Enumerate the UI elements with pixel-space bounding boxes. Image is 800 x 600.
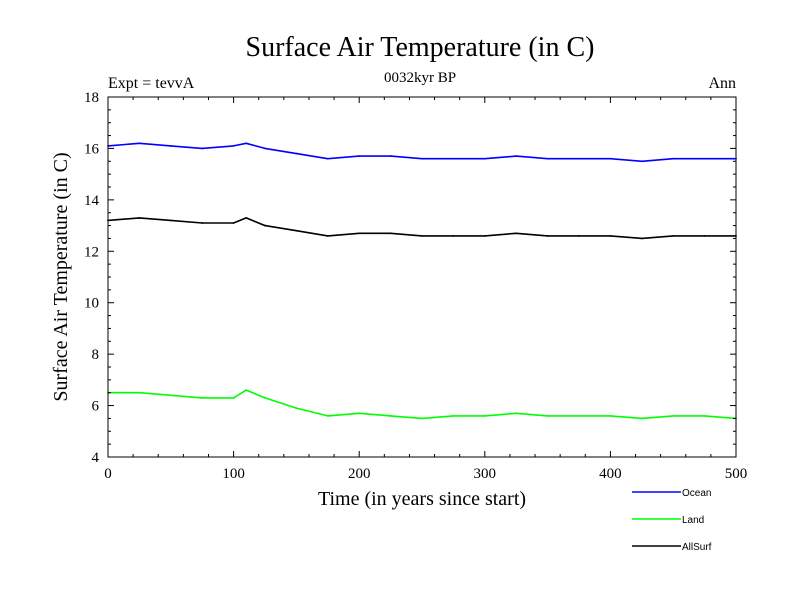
data-point-land [358, 412, 361, 415]
series-line-ocean [107, 142, 736, 163]
experiment-label: Expt = tevvA [108, 75, 195, 92]
y-tick-label: 14 [84, 193, 100, 209]
data-point-land [169, 394, 172, 397]
x-tick-label: 100 [222, 466, 245, 482]
data-point-ocean [640, 160, 643, 163]
series-line-allsurf [107, 217, 736, 240]
legend-label-ocean: Ocean [682, 488, 711, 499]
y-tick-label: 4 [92, 450, 100, 466]
y-tick-label: 10 [84, 296, 99, 312]
data-point-allsurf [264, 224, 266, 227]
x-tick-label: 400 [599, 466, 622, 482]
y-axis-label: Surface Air Temperature (in C) [50, 152, 72, 401]
data-point-ocean [703, 157, 706, 160]
data-point-ocean [483, 157, 486, 160]
data-point-land [295, 407, 298, 410]
legend-label-land: Land [682, 515, 704, 526]
y-tick-label: 18 [84, 90, 99, 106]
x-tick-label: 200 [348, 466, 371, 482]
legend-label-allsurf: AllSurf [682, 542, 712, 553]
data-point-land [389, 414, 392, 417]
data-point-land [421, 417, 423, 420]
data-point-land [609, 414, 612, 417]
data-point-ocean [578, 157, 580, 160]
data-point-land [245, 389, 248, 392]
x-tick-label: 0 [104, 466, 112, 482]
data-point-land [640, 417, 643, 420]
data-point-ocean [326, 157, 329, 160]
data-point-land [452, 414, 455, 417]
data-point-land [264, 396, 266, 399]
data-point-allsurf [672, 234, 675, 237]
data-point-ocean [232, 144, 235, 147]
data-point-ocean [358, 155, 361, 158]
plot-frame [107, 96, 737, 458]
data-point-allsurf [389, 232, 392, 235]
data-point-allsurf [169, 219, 172, 222]
series-line-land [108, 389, 737, 420]
data-point-land [546, 414, 549, 417]
data-point-allsurf [421, 234, 423, 237]
y-tick-label: 12 [84, 244, 99, 260]
series-layer [107, 142, 737, 420]
data-point-allsurf [358, 232, 361, 235]
data-point-ocean [138, 142, 141, 145]
data-point-allsurf [703, 234, 706, 237]
legend: Ocean Land AllSurf [632, 488, 712, 553]
data-point-allsurf [138, 216, 141, 219]
data-point-allsurf [295, 229, 298, 232]
y-tick-label: 8 [92, 347, 100, 363]
season-label: Ann [708, 75, 736, 92]
data-point-ocean [546, 157, 549, 160]
axis-ticks: 0 100 200 300 400 500 4 6 8 10 12 14 16 18 [84, 90, 747, 482]
data-point-allsurf [245, 216, 248, 219]
data-point-land [326, 414, 329, 417]
data-point-allsurf [452, 234, 455, 237]
data-point-allsurf [640, 237, 643, 240]
x-tick-label: 300 [474, 466, 497, 482]
data-point-allsurf [515, 232, 518, 235]
data-point-ocean [245, 142, 248, 145]
data-point-land [703, 414, 706, 417]
data-point-allsurf [232, 222, 235, 224]
data-point-ocean [389, 155, 392, 158]
data-point-land [672, 414, 675, 417]
data-point-allsurf [546, 234, 549, 237]
chart-title: Surface Air Temperature (in C) [246, 32, 595, 63]
data-point-land [578, 414, 580, 417]
y-tick-label: 16 [84, 141, 100, 157]
x-tick-label: 500 [725, 466, 748, 482]
data-point-ocean [201, 147, 204, 150]
data-point-land [515, 412, 518, 415]
data-point-ocean [515, 155, 518, 158]
data-point-ocean [264, 147, 266, 150]
data-point-ocean [609, 157, 612, 160]
data-point-allsurf [483, 234, 486, 237]
data-point-land [201, 396, 204, 399]
data-point-land [483, 414, 486, 417]
data-point-allsurf [609, 234, 612, 237]
data-point-land [232, 396, 235, 399]
data-point-ocean [672, 157, 675, 160]
data-point-ocean [452, 157, 455, 160]
data-point-allsurf [578, 234, 580, 237]
data-point-ocean [169, 144, 172, 147]
data-point-land [138, 391, 141, 394]
data-point-allsurf [326, 234, 329, 237]
data-point-allsurf [201, 222, 204, 224]
data-point-ocean [421, 157, 423, 160]
chart-subtitle: 0032kyr BP [384, 70, 456, 86]
x-axis-label: Time (in years since start) [318, 488, 526, 510]
y-tick-label: 6 [92, 399, 100, 415]
data-point-ocean [295, 152, 298, 155]
